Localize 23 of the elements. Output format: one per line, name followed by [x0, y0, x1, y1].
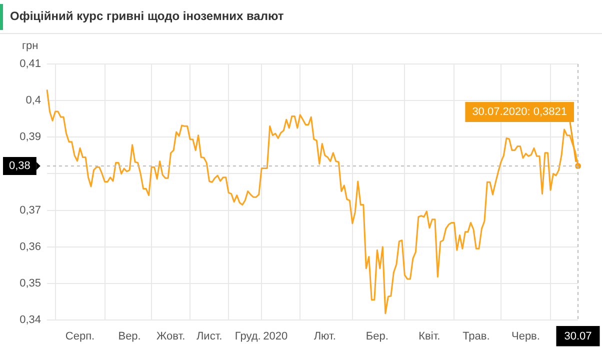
y-tick-label: 0,34: [20, 314, 41, 326]
x-tick-label: 2020: [263, 330, 288, 343]
y-tick-label: 0,36: [20, 240, 41, 253]
y-tick-label: 0,4: [26, 94, 41, 107]
y-tick-label: 0,39: [20, 131, 41, 144]
x-tick-label: Черв.: [511, 330, 540, 343]
x-tick-label: Серп.: [65, 330, 95, 343]
y-axis-title: грн: [22, 40, 38, 52]
chart-title: Офіційний курс гривні щодо іноземних валют: [10, 9, 284, 23]
x-tick-label: 30.07: [564, 330, 592, 343]
x-tick-label: Трав.: [462, 330, 490, 343]
x-tick-label: Груд.: [234, 330, 261, 343]
x-tick-label: Бер.: [366, 330, 388, 343]
x-tick-label: Лист.: [196, 330, 222, 343]
x-tick-label: Вер.: [118, 330, 141, 343]
y-tick-label: 0,41: [20, 58, 41, 70]
x-tick-label: Лют.: [314, 330, 336, 343]
y-tick-label: 0,35: [20, 277, 41, 290]
x-tick-label: Жовт.: [156, 330, 186, 343]
y-tick-label: 0,37: [20, 204, 41, 216]
ref-line-label: 0,38: [8, 160, 30, 172]
annotation: 30.07.2020: 0,3821: [472, 106, 567, 118]
x-tick-label: Квіт.: [418, 330, 440, 343]
